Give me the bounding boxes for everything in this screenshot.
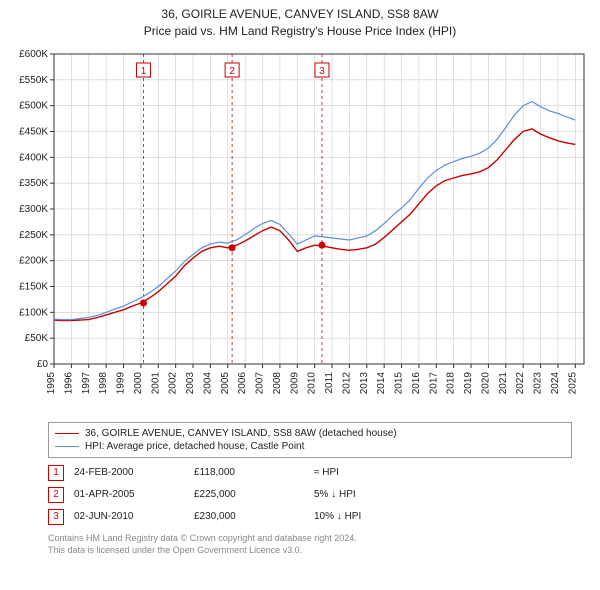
svg-text:2018: 2018: [446, 371, 457, 394]
svg-text:£200K: £200K: [19, 255, 48, 266]
svg-text:2006: 2006: [237, 371, 248, 394]
transaction-price: £230,000: [194, 511, 304, 522]
svg-text:£150K: £150K: [19, 281, 48, 292]
svg-text:2020: 2020: [480, 371, 491, 394]
transaction-marker: 2: [48, 487, 64, 503]
svg-text:3: 3: [319, 66, 325, 77]
svg-text:£50K: £50K: [25, 333, 49, 344]
svg-text:2010: 2010: [307, 371, 318, 394]
svg-text:2013: 2013: [359, 371, 370, 394]
svg-text:£500K: £500K: [19, 100, 48, 111]
svg-text:2011: 2011: [324, 371, 335, 393]
legend-row-1: 36, GOIRLE AVENUE, CANVEY ISLAND, SS8 8A…: [55, 427, 565, 440]
svg-text:2: 2: [229, 66, 235, 77]
svg-text:2021: 2021: [498, 371, 509, 394]
transaction-price: £118,000: [194, 467, 304, 478]
transaction-row: 1 24-FEB-2000 £118,000 ≈ HPI: [48, 462, 572, 484]
svg-text:£100K: £100K: [19, 307, 48, 318]
svg-text:1996: 1996: [63, 371, 74, 394]
transaction-note: 10% ↓ HPI: [314, 511, 572, 522]
footer-line-1: Contains HM Land Registry data © Crown c…: [48, 532, 572, 545]
svg-text:2000: 2000: [133, 371, 144, 394]
svg-text:1: 1: [141, 66, 147, 77]
svg-text:£400K: £400K: [19, 152, 48, 163]
chart-container: 36, GOIRLE AVENUE, CANVEY ISLAND, SS8 8A…: [0, 0, 600, 557]
svg-text:£350K: £350K: [19, 178, 48, 189]
svg-text:2004: 2004: [202, 371, 213, 394]
svg-text:1997: 1997: [81, 371, 92, 394]
line-chart-svg: £0 £50K £100K £150K £200K £250K £300K £350K £400…: [8, 46, 592, 416]
transaction-date: 24-FEB-2000: [74, 467, 184, 478]
footer-line-2: This data is licensed under the Open Gov…: [48, 544, 572, 557]
legend-swatch-2: [55, 446, 79, 447]
svg-text:2003: 2003: [185, 371, 196, 394]
transaction-date: 02-JUN-2010: [74, 511, 184, 522]
transaction-row: 2 01-APR-2005 £225,000 5% ↓ HPI: [48, 484, 572, 506]
svg-text:2023: 2023: [533, 371, 544, 394]
transaction-marker: 3: [48, 509, 64, 525]
svg-text:£600K: £600K: [19, 49, 48, 60]
svg-text:2019: 2019: [463, 371, 474, 394]
svg-text:£250K: £250K: [19, 229, 48, 240]
svg-text:2012: 2012: [341, 371, 352, 394]
legend-label-2: HPI: Average price, detached house, Cast…: [85, 441, 304, 452]
svg-text:£450K: £450K: [19, 126, 48, 137]
svg-text:2001: 2001: [150, 371, 161, 394]
transaction-price: £225,000: [194, 489, 304, 500]
transaction-marker: 1: [48, 465, 64, 481]
transactions-table: 1 24-FEB-2000 £118,000 ≈ HPI 2 01-APR-2005 £22…: [48, 462, 572, 528]
svg-text:2014: 2014: [376, 371, 387, 394]
chart-plot: £0 £50K £100K £150K £200K £250K £300K £350K £400…: [8, 46, 592, 416]
svg-text:£0: £0: [37, 359, 49, 370]
svg-text:1999: 1999: [116, 371, 127, 394]
svg-text:£550K: £550K: [19, 74, 48, 85]
svg-text:2016: 2016: [411, 371, 422, 394]
svg-text:£300K: £300K: [19, 204, 48, 215]
legend-swatch-1: [55, 433, 79, 434]
svg-text:2009: 2009: [289, 371, 300, 394]
svg-text:2015: 2015: [394, 371, 405, 394]
svg-text:2017: 2017: [428, 371, 439, 394]
legend-label-1: 36, GOIRLE AVENUE, CANVEY ISLAND, SS8 8A…: [85, 428, 397, 439]
transaction-date: 01-APR-2005: [74, 489, 184, 500]
transaction-row: 3 02-JUN-2010 £230,000 10% ↓ HPI: [48, 506, 572, 528]
legend: 36, GOIRLE AVENUE, CANVEY ISLAND, SS8 8A…: [48, 422, 572, 458]
svg-text:2007: 2007: [255, 371, 266, 394]
svg-text:2008: 2008: [272, 371, 283, 394]
svg-text:2005: 2005: [220, 371, 231, 394]
svg-text:1995: 1995: [46, 371, 57, 394]
legend-row-2: HPI: Average price, detached house, Cast…: [55, 440, 565, 453]
attribution-footer: Contains HM Land Registry data © Crown c…: [48, 532, 572, 557]
svg-text:2022: 2022: [515, 371, 526, 394]
transaction-note: ≈ HPI: [314, 467, 572, 478]
svg-text:2024: 2024: [550, 371, 561, 394]
title-line-1: 36, GOIRLE AVENUE, CANVEY ISLAND, SS8 8A…: [0, 6, 600, 23]
title-line-2: Price paid vs. HM Land Registry's House …: [0, 23, 600, 40]
svg-text:2002: 2002: [168, 371, 179, 394]
chart-title: 36, GOIRLE AVENUE, CANVEY ISLAND, SS8 8A…: [0, 0, 600, 40]
svg-text:2025: 2025: [567, 371, 578, 394]
transaction-note: 5% ↓ HPI: [314, 489, 572, 500]
svg-text:1998: 1998: [98, 371, 109, 394]
